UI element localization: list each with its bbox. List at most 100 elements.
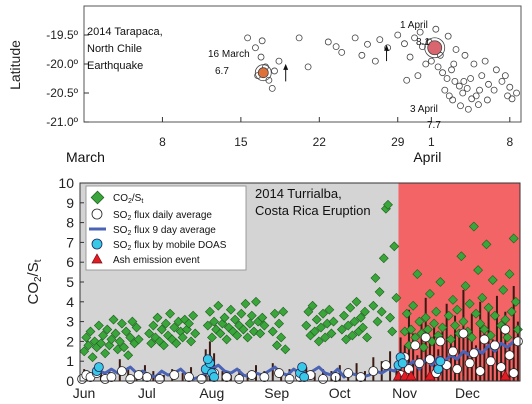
co2-st-point [468,221,479,232]
month-tick-label: Oct [329,385,351,401]
doas-flux-point [435,356,446,367]
aftershock-point [418,43,426,50]
co2-st-point [188,310,199,321]
aftershock-point [451,78,459,85]
co2-st-point [114,336,125,347]
co2-st-point [489,310,500,321]
co2-st-point [429,318,440,329]
co2-st-point [209,316,220,327]
so2-daily-average-point [452,364,463,375]
co2-st-point [473,265,484,276]
co2-st-point [510,296,521,307]
co2-st-point [232,330,243,341]
co2-st-point [345,302,356,313]
co2-st-point [246,310,257,321]
co2-st-point [370,273,381,283]
co2-st-point [378,253,389,264]
aftershock-point [416,28,424,36]
so2-daily-average-point [133,370,144,380]
ash-emission-marker [499,370,511,381]
co2-st-point [148,320,159,331]
co2-st-point [93,320,104,331]
aftershock-point [460,78,468,85]
aftershock-point [332,43,340,50]
legend-so2-daily-marker [91,208,103,220]
co2-st-tick-label: 8 [66,215,74,231]
co2-st-point [420,312,431,323]
so2-daily-average-point [414,358,425,369]
aftershock-point [244,34,251,42]
aftershock-point [470,60,478,68]
aftershock-point [401,40,408,48]
so2-daily-average-point [234,374,245,384]
april3-magnitude-label: 7.7 [427,120,441,131]
co2-st-point [391,292,402,303]
aftershock-point [268,84,276,92]
co2-st-point [276,332,287,343]
co2-st-point [450,320,460,331]
co2-st-point [171,338,182,349]
aftershock-point [476,86,483,94]
date-tick-label: 15 [234,135,248,149]
co2-st-tick-label: 6 [66,254,74,270]
month-label: March [66,149,105,165]
co2-st-point [240,298,251,309]
co2-st-point [341,334,352,345]
legend-co2-marker [90,190,105,205]
co2-st-tick-label: 4 [66,294,74,310]
co2-st-point [460,281,471,291]
march16-date-label: 16 March [208,49,250,60]
co2-st-tick-label: 1 [66,353,74,369]
co2-st-point [313,336,324,347]
co2-st-point [278,306,289,317]
co2-st-point [242,332,253,343]
aftershock-point [443,75,451,82]
legend-so2-daily-label: SO2 flux daily average [113,210,212,222]
co2-st-point [351,296,362,307]
co2-st-point [418,342,429,353]
aftershock-point [490,86,498,94]
eruption-title-line-1: 2014 Turrialba, [255,186,342,201]
so2-daily-average-point [381,360,391,371]
aftershock-point [492,66,500,74]
aftershock-point [475,101,482,108]
so2-daily-average-point [448,346,458,357]
co2-st-point [316,322,326,333]
aftershock-point [498,78,506,85]
co2-st-point [280,344,291,355]
so2-daily-average-point [485,356,496,367]
latitude-tick-label: -19.5º [46,28,78,42]
so2-daily-average-point [368,366,379,377]
so2-daily-average-point [479,334,490,345]
co2-st-tick-label: 0 [66,373,74,389]
legend-ash-marker [91,253,103,264]
co2-st-point [116,318,127,329]
date-tick-label: 22 [313,135,327,149]
co2-st-point [385,312,396,323]
aftershock-point [371,57,379,65]
co2-st-tick-label: 9 [66,195,74,211]
aftershock-point [513,89,520,97]
earthquake-panel: Latitude -19.5º -20.0º -20.5º -21.0º 8 15 22 2… [7,5,522,165]
co2-st-point [372,316,383,327]
co2-st-point [355,312,366,323]
co2-st-point [269,308,280,319]
co2-st-point [360,306,370,317]
month-tick-label: Dec [455,385,480,401]
co2-st-point [125,332,136,343]
co2-st-point [389,241,400,252]
co2-st-tick-label: 10 [58,175,74,191]
aftershock-point [445,92,453,100]
aftershock-point [295,34,303,42]
co2-st-point [244,318,255,329]
co2-st-point [466,332,477,343]
so2-daily-average-point [496,362,507,373]
co2-st-point [81,332,92,343]
co2-st-point [414,316,425,327]
so2-daily-average-point [508,368,519,378]
co2-st-point [213,300,224,311]
co2-st-point [225,304,236,315]
so2-daily-average-point [221,372,232,382]
co2-st-point [127,316,138,327]
